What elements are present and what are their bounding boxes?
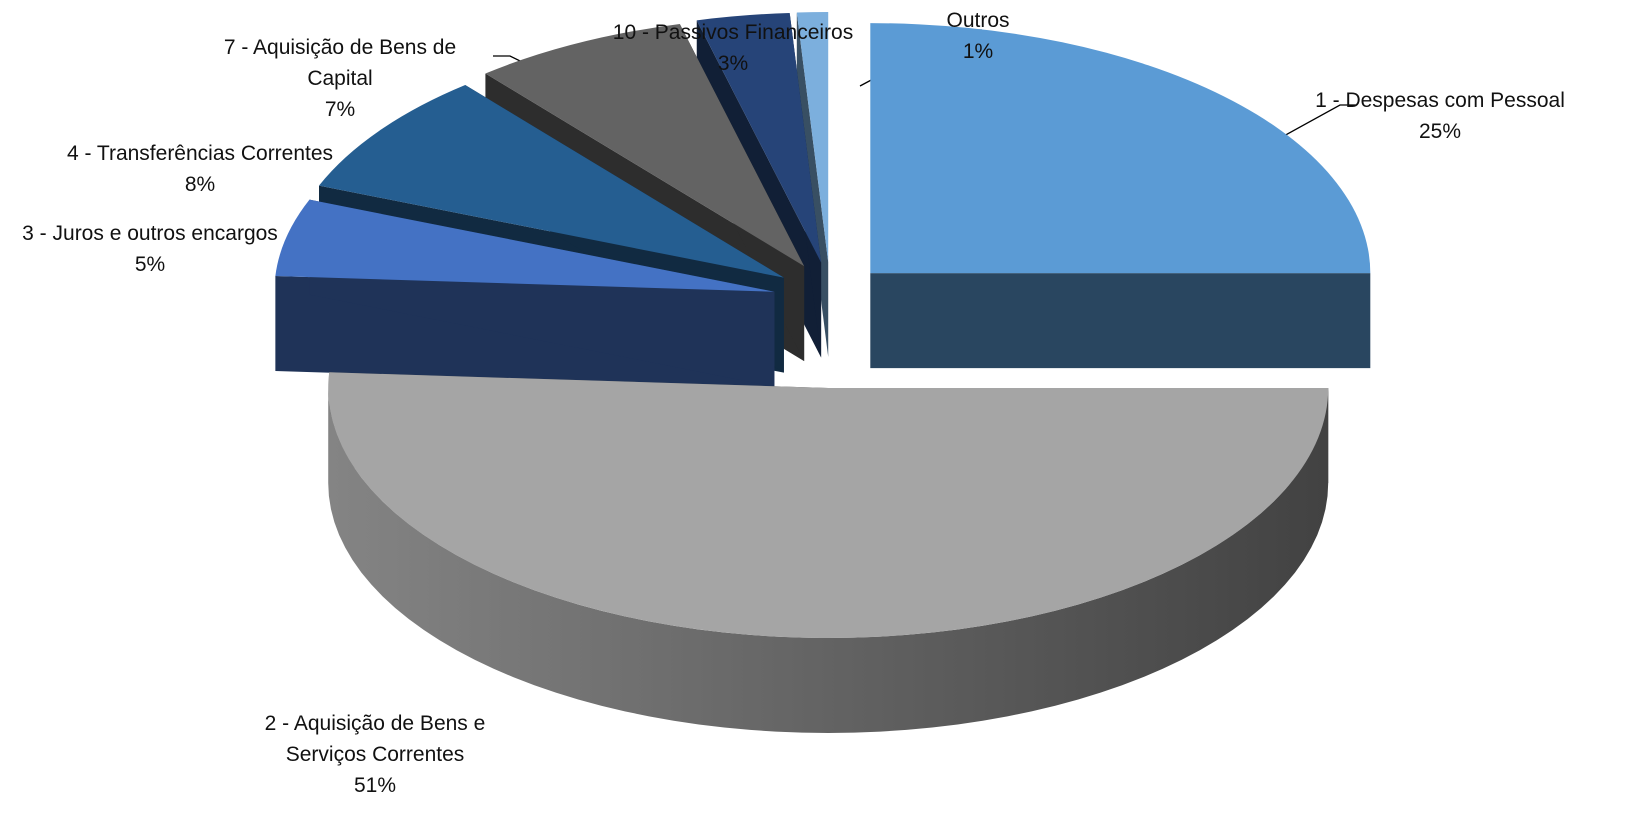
pie-slice — [796, 12, 829, 263]
pie-slice — [328, 372, 1329, 638]
category-label: 3 - Juros e outros encargos — [22, 222, 278, 245]
percent-label: 7% — [324, 98, 356, 121]
data-label: 10 - Passivos Financeiros 3% — [583, 17, 883, 79]
percent-label: 25% — [1418, 120, 1462, 143]
pie-slice — [485, 23, 805, 267]
data-label: 1 - Despesas com Pessoal 25% — [1280, 85, 1600, 147]
category-label: 2 - Aquisição de Bens e Serviços Corrent… — [264, 712, 486, 766]
percent-label: 8% — [184, 173, 216, 196]
pie-slice — [275, 199, 775, 292]
category-label: 4 - Transferências Correntes — [66, 142, 334, 165]
data-label: 3 - Juros e outros encargos 5% — [0, 218, 310, 280]
slice — [870, 23, 1371, 369]
slice-outer-wall — [328, 387, 1329, 733]
data-label: Outros 1% — [918, 5, 1038, 67]
slice — [328, 372, 1329, 733]
category-label: 10 - Passivos Financeiros — [612, 21, 854, 44]
percent-label: 5% — [134, 253, 166, 276]
percent-label: 3% — [717, 52, 749, 75]
percent-label: 51% — [353, 774, 397, 797]
category-label: Outros — [946, 9, 1010, 32]
pie-slice — [870, 23, 1371, 274]
slice — [275, 199, 775, 387]
slice-side-wall — [870, 273, 1371, 369]
leader-line — [1261, 104, 1356, 149]
pie-slice — [696, 12, 822, 263]
data-label: 2 - Aquisição de Bens e Serviços Corrent… — [225, 708, 525, 801]
percent-label: 1% — [962, 40, 994, 63]
pie-slice — [318, 85, 784, 278]
data-label: 4 - Transferências Correntes 8% — [40, 138, 360, 200]
category-label: 1 - Despesas com Pessoal — [1315, 89, 1565, 112]
category-label: 7 - Aquisição de Bens de Capital — [223, 36, 457, 90]
data-label: 7 - Aquisição de Bens de Capital 7% — [195, 32, 485, 125]
